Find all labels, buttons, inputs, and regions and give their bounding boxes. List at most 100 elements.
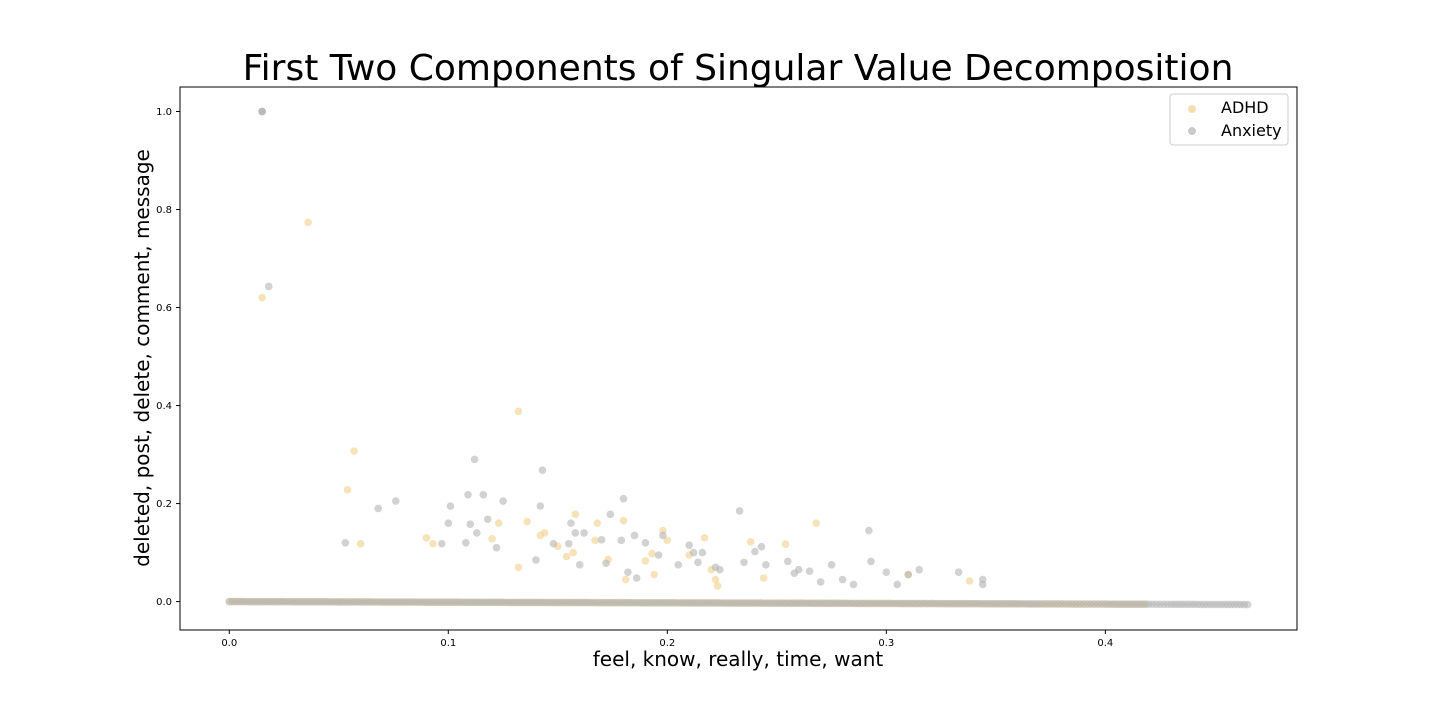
x-axis-ticks: 0.0 0.1 0.2 0.3 0.4 — [221, 630, 1113, 649]
y-tick-label: 0.6 — [156, 303, 172, 314]
point-adhd — [343, 486, 352, 494]
point-adhd — [650, 570, 658, 579]
legend-label-adhd: ADHD — [1221, 98, 1269, 117]
point-adhd — [540, 529, 549, 537]
chart-title: First Two Components of Singular Value D… — [243, 48, 1234, 89]
x-tick-label: 0.4 — [1097, 638, 1113, 649]
point-anxiety — [580, 529, 588, 537]
point-anxiety — [694, 558, 702, 567]
point-anxiety — [536, 502, 545, 510]
point-anxiety — [624, 568, 632, 576]
point-adhd — [429, 539, 437, 548]
y-tick-label: 0.8 — [156, 205, 172, 216]
x-tick-label: 0.3 — [878, 638, 894, 649]
point-adhd — [713, 582, 722, 590]
point-anxiety — [264, 282, 273, 291]
point-anxiety — [444, 519, 453, 527]
point-adhd — [514, 407, 523, 416]
point-anxiety — [549, 539, 558, 548]
point-anxiety — [462, 538, 470, 547]
point-adhd — [619, 516, 628, 525]
point-anxiety — [472, 529, 481, 537]
legend: ADHD Anxiety — [1169, 93, 1289, 146]
point-anxiety — [794, 565, 803, 574]
point-anxiety — [805, 567, 814, 575]
point-anxiety — [564, 539, 573, 548]
point-adhd — [593, 519, 602, 527]
point-anxiety — [641, 538, 650, 547]
point-adhd — [356, 539, 365, 548]
point-anxiety — [954, 568, 963, 576]
points-layer — [225, 107, 1252, 609]
point-anxiety — [499, 497, 507, 505]
point-adhd — [422, 534, 431, 542]
point-anxiety — [904, 570, 913, 579]
point-adhd — [812, 519, 821, 527]
point-adhd — [571, 510, 580, 519]
point-adhd — [781, 540, 790, 549]
legend-box — [1169, 93, 1289, 146]
series-anxiety — [225, 107, 1252, 609]
point-adhd — [759, 574, 768, 582]
point-anxiety — [374, 504, 383, 513]
point-adhd — [562, 552, 571, 561]
legend-label-anxiety: Anxiety — [1221, 121, 1282, 140]
point-anxiety — [740, 558, 748, 567]
point-anxiety — [816, 578, 825, 586]
point-adhd — [523, 517, 531, 526]
point-adhd — [591, 536, 599, 545]
point-anxiety — [867, 557, 875, 566]
legend-marker-adhd — [1188, 105, 1196, 113]
y-tick-label: 1.0 — [156, 107, 172, 118]
plot-frame — [179, 86, 1298, 631]
point-adhd — [700, 534, 709, 542]
point-anxiety — [689, 548, 698, 557]
point-anxiety — [391, 497, 400, 505]
point-adhd — [569, 548, 577, 557]
point-anxiety — [685, 541, 694, 550]
y-tick-label: 0.2 — [156, 499, 172, 510]
point-anxiety — [619, 494, 628, 503]
point-adhd — [711, 575, 720, 584]
point-anxiety — [716, 565, 724, 574]
point-adhd — [494, 519, 503, 527]
point-adhd — [648, 549, 656, 558]
point-anxiety — [571, 529, 580, 537]
point-anxiety — [464, 490, 472, 499]
point-anxiety — [698, 548, 707, 557]
point-adhd — [514, 563, 523, 572]
point-anxiety — [446, 502, 455, 510]
y-axis-ticks: 0.0 0.2 0.4 0.6 0.8 1.0 — [156, 107, 180, 608]
point-anxiety — [597, 536, 606, 544]
x-tick-label: 0.2 — [659, 638, 675, 649]
point-anxiety — [538, 466, 547, 475]
point-anxiety — [674, 561, 683, 569]
point-anxiety — [602, 559, 610, 568]
point-anxiety — [762, 561, 770, 569]
point-anxiety — [483, 515, 492, 524]
point-anxiety — [893, 580, 902, 589]
y-axis-label: deleted, post, delete, comment, message — [130, 149, 154, 567]
point-anxiety — [479, 490, 488, 499]
point-anxiety — [735, 507, 744, 515]
point-anxiety — [575, 561, 584, 569]
point-anxiety — [849, 580, 858, 589]
point-adhd — [488, 535, 496, 543]
x-tick-label: 0.1 — [440, 638, 456, 649]
point-anxiety — [567, 519, 575, 527]
point-anxiety — [654, 551, 663, 559]
point-adhd — [350, 447, 358, 455]
point-anxiety — [659, 531, 667, 540]
point-adhd — [663, 536, 672, 545]
point-anxiety — [915, 565, 923, 574]
point-anxiety — [630, 531, 639, 540]
point-adhd — [258, 293, 266, 302]
point-anxiety — [978, 580, 987, 589]
point-anxiety — [632, 574, 641, 582]
point-anxiety — [751, 547, 759, 556]
point-anxiety — [606, 510, 615, 519]
point-adhd — [621, 575, 630, 584]
point-anxiety — [492, 543, 501, 552]
point-anxiety — [466, 520, 475, 528]
